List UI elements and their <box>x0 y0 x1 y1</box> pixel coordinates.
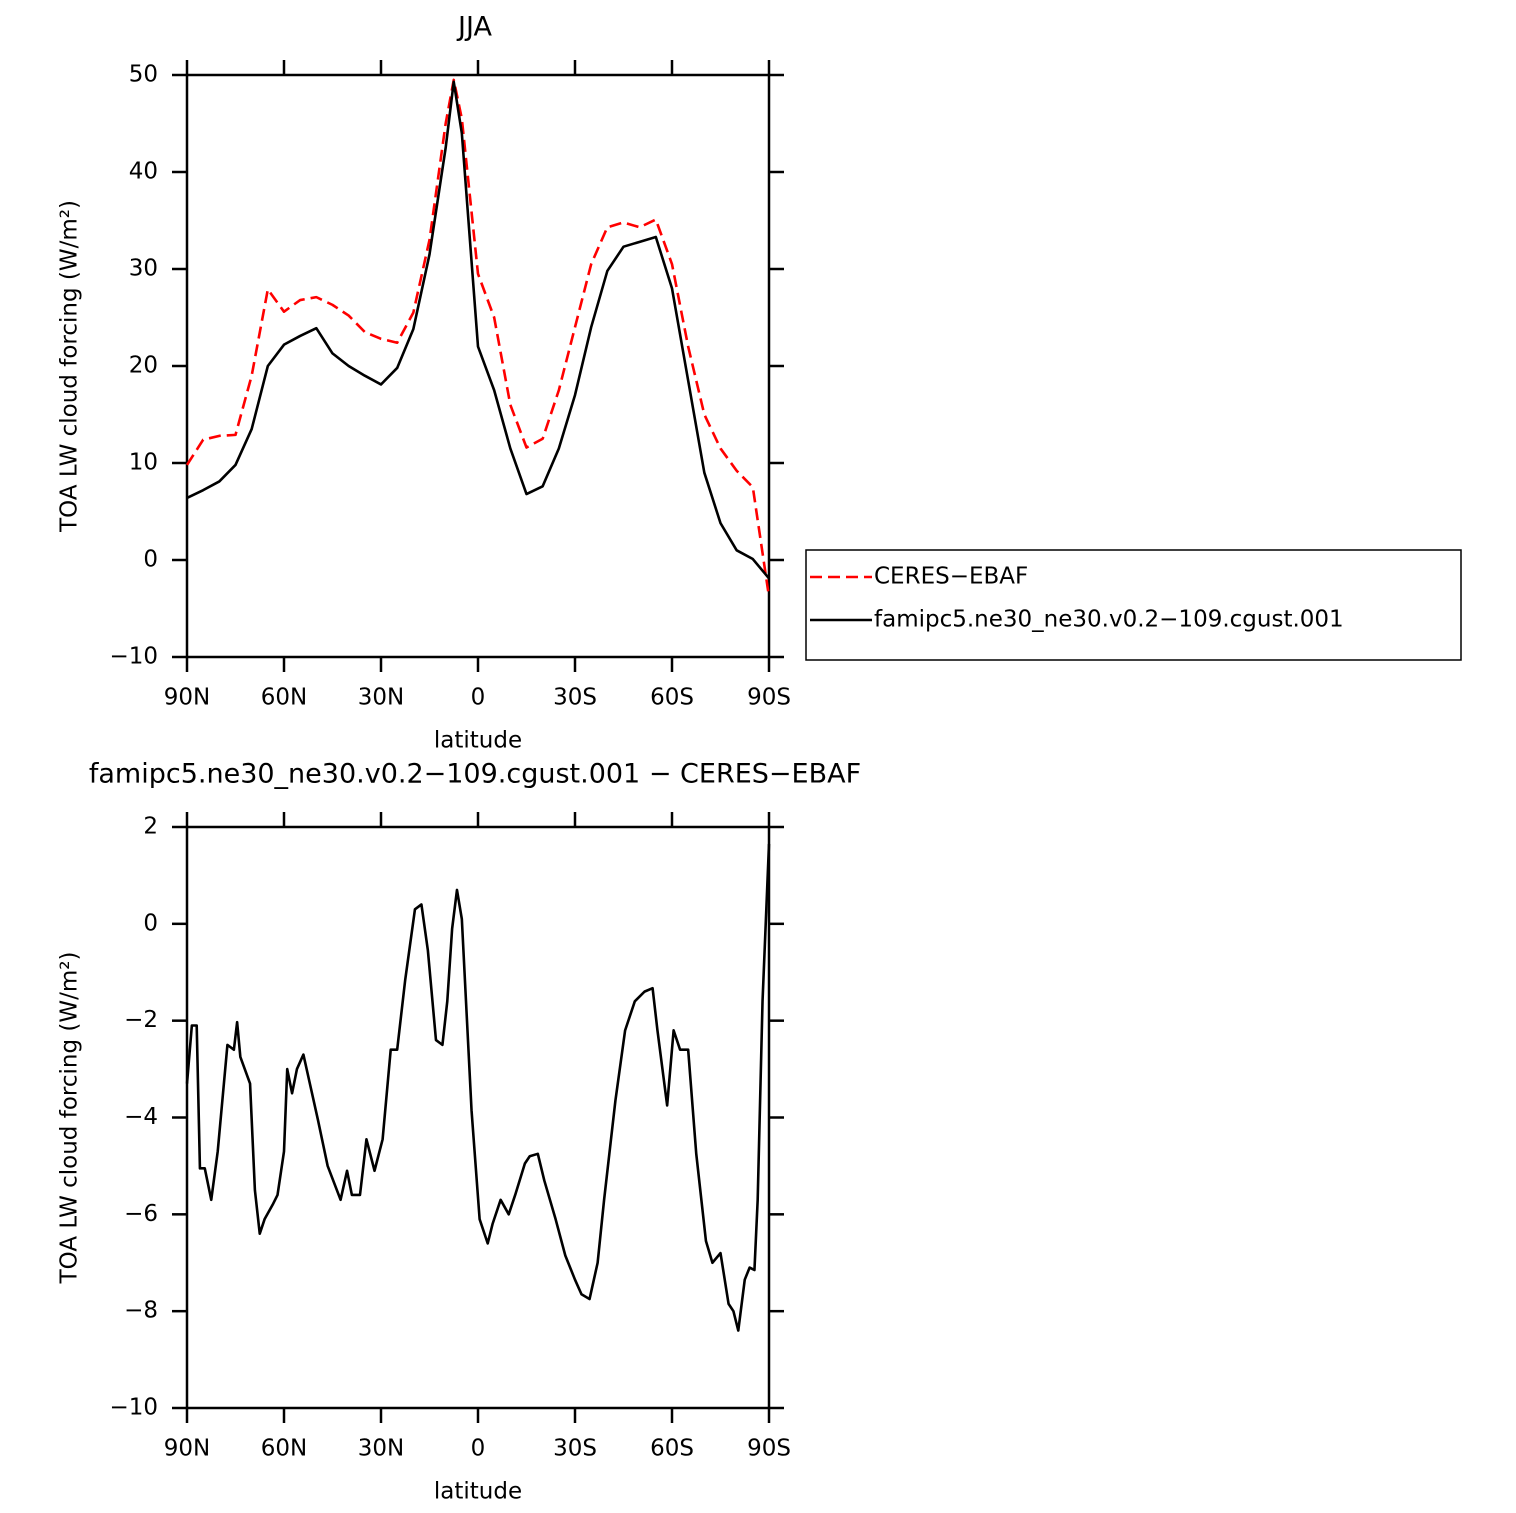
data-line <box>186 80 770 580</box>
x-tick-label: 90S <box>747 1436 791 1462</box>
y-tick-label: 0 <box>143 547 158 573</box>
y-axis-label: TOA LW cloud forcing (W/m²) <box>57 952 83 1285</box>
x-tick-label: 30S <box>553 685 597 711</box>
x-tick-label: 90S <box>747 685 791 711</box>
legend-label: CERES−EBAF <box>874 564 1028 590</box>
y-tick-label: −10 <box>109 644 158 670</box>
y-tick-label: −2 <box>124 1007 158 1033</box>
chart-title: famipc5.ne30_ne30.v0.2−109.cgust.001 − C… <box>89 759 861 790</box>
x-tick-label: 60S <box>650 1436 694 1462</box>
y-tick-label: 0 <box>143 910 158 936</box>
x-tick-label: 30S <box>553 1436 597 1462</box>
data-line <box>185 843 771 1332</box>
y-tick-label: 40 <box>129 159 158 185</box>
x-tick-label: 90N <box>164 685 210 711</box>
y-axis-label: TOA LW cloud forcing (W/m²) <box>57 200 83 533</box>
x-tick-label: 30N <box>358 1436 404 1462</box>
x-tick-label: 60N <box>261 1436 307 1462</box>
y-tick-label: 30 <box>129 256 158 282</box>
x-tick-label: 0 <box>471 1436 486 1462</box>
chart-title: JJA <box>456 12 492 43</box>
plot-frame <box>185 73 771 659</box>
y-tick-label: 50 <box>129 62 158 88</box>
x-tick-label: 90N <box>164 1436 210 1462</box>
y-tick-label: 10 <box>129 450 158 476</box>
y-tick-label: −10 <box>109 1395 158 1421</box>
x-tick-label: 0 <box>471 685 486 711</box>
y-tick-label: 2 <box>143 814 158 840</box>
x-tick-label: 60S <box>650 685 694 711</box>
plot-frame <box>185 825 771 1410</box>
y-tick-label: −4 <box>124 1104 158 1130</box>
y-tick-label: −6 <box>124 1201 158 1227</box>
legend-box <box>805 549 1462 661</box>
x-tick-label: 30N <box>358 685 404 711</box>
x-tick-label: 60N <box>261 685 307 711</box>
x-axis-label: latitude <box>434 728 522 754</box>
y-tick-label: 20 <box>129 353 158 379</box>
legend-label: famipc5.ne30_ne30.v0.2−109.cgust.001 <box>874 607 1344 633</box>
y-tick-label: −8 <box>124 1298 158 1324</box>
x-axis-label: latitude <box>434 1479 522 1505</box>
data-line <box>185 78 771 598</box>
